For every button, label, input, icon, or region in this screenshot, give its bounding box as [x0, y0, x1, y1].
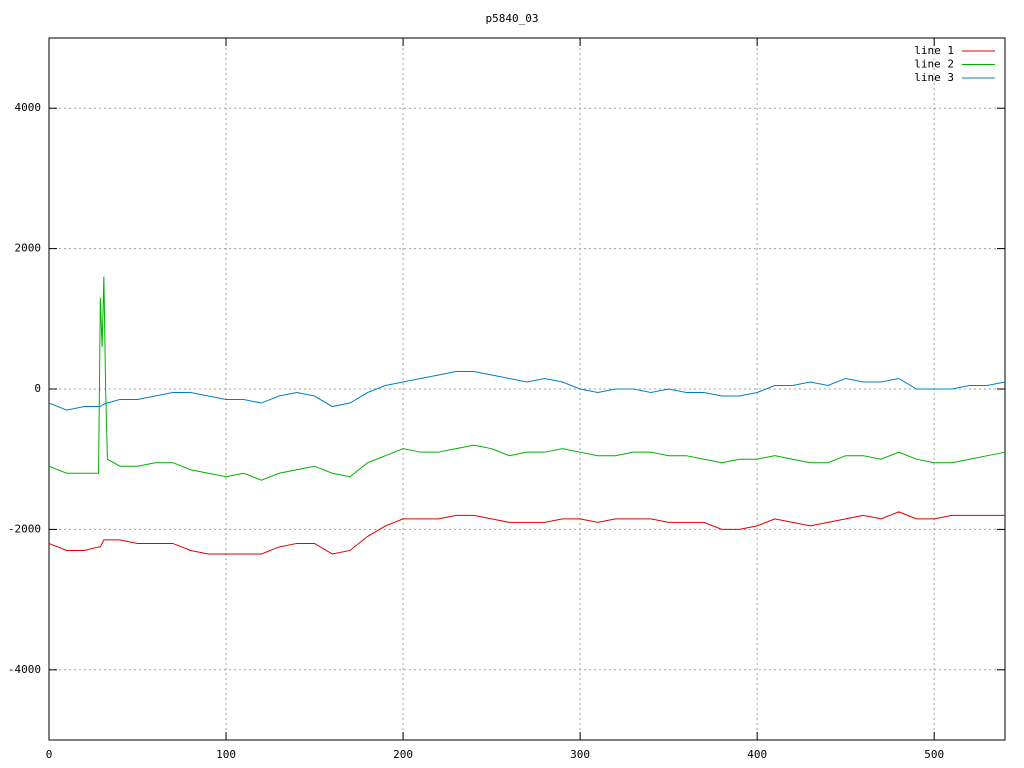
data-line: [48, 511, 1005, 555]
x-tick-label: 300: [570, 748, 590, 761]
legend-label: line 1: [914, 44, 954, 57]
x-tick-label: 0: [46, 748, 53, 761]
y-tick-label: 0: [34, 382, 41, 395]
y-tick-label: -2000: [8, 522, 41, 535]
legend-label: line 3: [914, 71, 954, 84]
x-tick-label: 100: [216, 748, 236, 761]
y-tick-label: -4000: [8, 663, 41, 676]
legend-label: line 2: [914, 58, 954, 71]
x-tick-label: 400: [747, 748, 767, 761]
y-tick-label: 4000: [15, 101, 42, 114]
x-tick-label: 500: [924, 748, 944, 761]
data-line: [48, 276, 1006, 481]
y-tick-label: 2000: [15, 242, 42, 255]
x-tick-label: 200: [393, 748, 413, 761]
data-line: [48, 370, 1006, 411]
chart-title: p5840_03: [486, 12, 539, 25]
plot-frame: [48, 37, 1006, 741]
